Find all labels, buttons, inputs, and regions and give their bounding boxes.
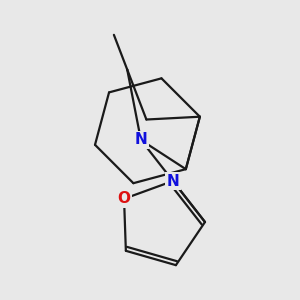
Text: N: N	[134, 133, 147, 148]
Text: O: O	[118, 191, 130, 206]
Text: N: N	[167, 173, 179, 188]
